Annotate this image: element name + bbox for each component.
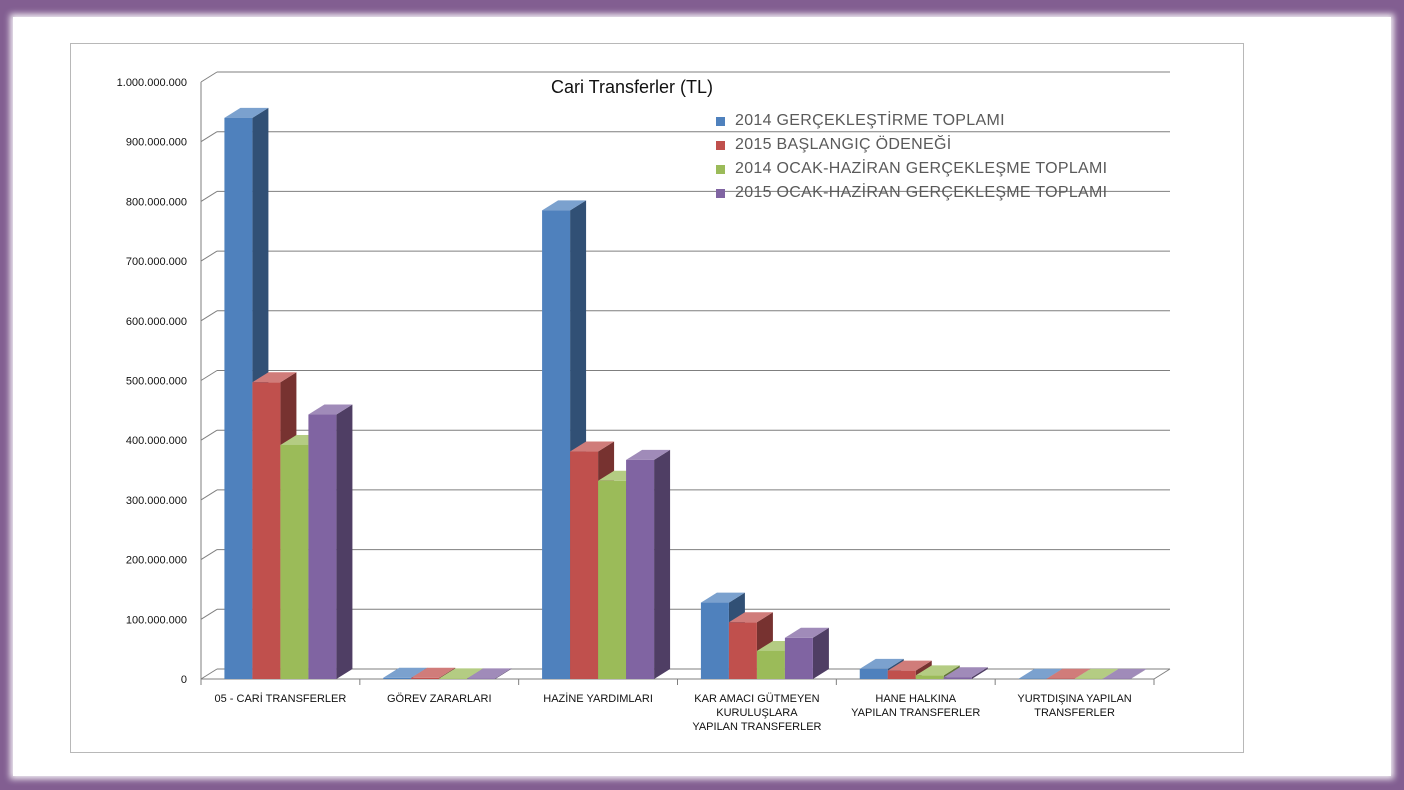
bar-top xyxy=(1102,668,1147,679)
bar-top xyxy=(1018,668,1063,679)
bar xyxy=(756,650,785,679)
side-wall-line xyxy=(200,190,218,202)
bar xyxy=(598,480,627,679)
x-tick-label: YAPILAN TRANSFERLER xyxy=(692,721,821,733)
bar xyxy=(626,459,655,679)
chart-panel: 0 100.000.000 200.000.000 300.000.000 400.00… xyxy=(13,17,1391,776)
bar-top xyxy=(728,612,773,623)
legend-swatch xyxy=(716,164,725,174)
bar xyxy=(859,668,888,679)
bar xyxy=(383,677,412,679)
bar xyxy=(280,444,309,679)
legend-swatch xyxy=(716,116,725,126)
bar-top xyxy=(411,667,456,678)
bar xyxy=(915,675,944,679)
x-tick-label: YAPILAN TRANSFERLER xyxy=(851,707,980,719)
side-wall-line xyxy=(200,549,218,561)
bar xyxy=(784,637,813,679)
chart-title: Cari Transferler (TL) xyxy=(551,77,714,97)
y-tick-label: 1.000.000.000 xyxy=(117,77,187,89)
bar-top xyxy=(308,404,353,415)
legend-swatch xyxy=(716,140,725,150)
y-tick-label: 200.000.000 xyxy=(126,555,187,567)
chart-svg: 0 100.000.000 200.000.000 300.000.000 400.00… xyxy=(117,71,1171,733)
side-wall-line xyxy=(200,668,218,680)
bar-top xyxy=(887,660,932,671)
bar-top xyxy=(383,667,428,678)
side-wall-line xyxy=(200,370,218,381)
bar-top xyxy=(626,449,671,460)
bar-top xyxy=(915,665,960,676)
bar-top xyxy=(859,658,904,669)
x-tick-label: YURTDIŞINA YAPILAN xyxy=(1017,693,1131,705)
y-tick-label: 700.000.000 xyxy=(126,256,187,268)
y-tick-label: 100.000.000 xyxy=(126,614,187,626)
bar xyxy=(700,602,729,679)
bar xyxy=(887,670,916,679)
bar xyxy=(728,622,757,679)
bar-side xyxy=(971,667,988,679)
x-tick-label: TRANSFERLER xyxy=(1034,707,1115,719)
x-tick-label: KAR AMACI GÜTMEYEN xyxy=(694,693,819,705)
bar-top xyxy=(542,200,587,211)
legend-item: 2014 GERÇEKLEŞTİRME TOPLAMI xyxy=(716,110,1005,132)
bar-side xyxy=(336,404,353,679)
bar xyxy=(570,451,599,679)
x-tick-label: KURULUŞLARA xyxy=(716,707,798,719)
y-tick-label: 400.000.000 xyxy=(126,435,187,447)
legend-label: 2014 GERÇEKLEŞTİRME TOPLAMI xyxy=(735,112,1005,129)
y-tick-label: 600.000.000 xyxy=(126,316,187,328)
side-wall-line xyxy=(200,310,218,322)
bar-top xyxy=(224,107,269,118)
bar-side xyxy=(654,449,671,679)
legend-item: 2015 BAŞLANGIÇ ÖDENEĞİ xyxy=(716,134,951,156)
bar-top xyxy=(1074,668,1119,679)
bar-top xyxy=(1046,668,1091,679)
floor-edge xyxy=(1153,668,1171,680)
legend-swatch xyxy=(716,188,725,198)
bar xyxy=(224,117,253,679)
y-tick-label: 300.000.000 xyxy=(126,495,187,507)
side-wall-line xyxy=(200,71,218,83)
x-tick-label: HAZİNE YARDIMLARI xyxy=(543,692,653,705)
bar-top xyxy=(467,668,512,679)
y-tick-label: 900.000.000 xyxy=(126,137,187,149)
bar xyxy=(467,678,496,679)
legend-label: 2014 OCAK-HAZİRAN GERÇEKLEŞME TOPLAMI xyxy=(735,160,1108,177)
side-wall-line xyxy=(200,489,218,501)
x-tick-label: GÖREV ZARARLARI xyxy=(387,693,492,705)
y-tick-label: 0 xyxy=(181,674,187,686)
bar-top xyxy=(252,372,297,383)
side-wall-line xyxy=(200,250,218,262)
side-wall-line xyxy=(200,429,218,441)
bar-side xyxy=(812,627,829,679)
bar xyxy=(252,382,281,679)
bar xyxy=(439,678,468,679)
side-wall-line xyxy=(200,131,218,143)
bar-top xyxy=(439,668,484,679)
bar-top xyxy=(784,627,829,638)
legend-label: 2015 OCAK-HAZİRAN GERÇEKLEŞME TOPLAMI xyxy=(735,184,1108,201)
bar-top xyxy=(943,667,988,678)
bar-side xyxy=(495,668,512,679)
x-tick-label: HANE HALKINA xyxy=(875,693,956,705)
bar-side xyxy=(1130,668,1147,679)
bar xyxy=(542,210,571,680)
legend-label: 2015 BAŞLANGIÇ ÖDENEĞİ xyxy=(735,136,952,153)
bar-top xyxy=(570,441,615,452)
bar xyxy=(411,677,440,679)
y-tick-label: 800.000.000 xyxy=(126,196,187,208)
bar xyxy=(943,677,972,679)
x-tick-label: 05 - CARİ TRANSFERLER xyxy=(215,692,347,705)
bar xyxy=(308,414,337,679)
side-wall-line xyxy=(200,608,218,620)
legend-item: 2014 OCAK-HAZİRAN GERÇEKLEŞME TOPLAMI xyxy=(716,158,1107,180)
legend-item: 2015 OCAK-HAZİRAN GERÇEKLEŞME TOPLAMI xyxy=(716,182,1107,204)
chart-area: 0 100.000.000 200.000.000 300.000.000 400.00… xyxy=(70,43,1244,753)
bar-top xyxy=(700,592,745,603)
y-tick-label: 500.000.000 xyxy=(126,376,187,388)
